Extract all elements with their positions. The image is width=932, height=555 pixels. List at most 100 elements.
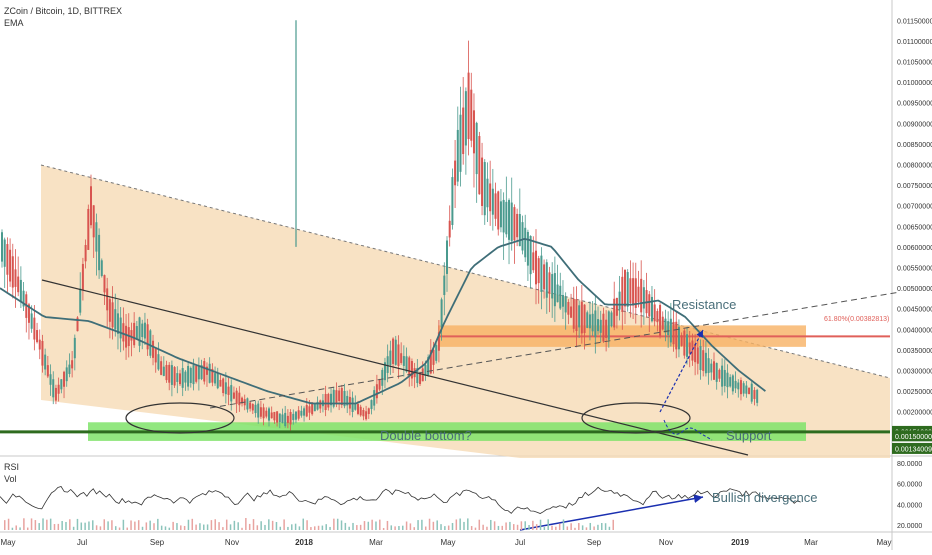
candle-body — [286, 415, 289, 424]
volume-bar — [252, 519, 255, 530]
candle-body — [718, 369, 721, 379]
candle-body — [370, 400, 373, 409]
volume-bar — [612, 519, 614, 530]
candle-body — [46, 365, 49, 377]
volume-bar — [180, 525, 182, 530]
rsi-tick-label: 60.0000 — [897, 482, 922, 489]
volume-bar — [382, 527, 385, 530]
candle-body — [599, 319, 602, 333]
volume-bar — [535, 524, 538, 530]
candle-body — [729, 377, 732, 387]
candle-body — [588, 314, 591, 329]
candle-body — [305, 405, 308, 417]
volume-bar — [222, 527, 224, 530]
candle-body — [516, 213, 519, 238]
x-tick-label: May — [0, 538, 15, 547]
candle-body — [656, 311, 659, 323]
fib-label: 61.80%(0.00382813) — [824, 316, 889, 323]
volume-bar — [118, 527, 121, 530]
y-tick-label: 0.00950000 — [897, 101, 932, 108]
candle-body — [246, 398, 249, 410]
candle-body — [254, 404, 257, 414]
candle-body — [241, 397, 244, 404]
candle-body — [707, 358, 710, 373]
candle-body — [669, 318, 672, 343]
candle-body — [192, 365, 195, 385]
candle-body — [273, 411, 276, 421]
candle-body — [499, 201, 502, 228]
candle-body — [739, 380, 742, 395]
volume-bar — [528, 524, 530, 530]
volume-bar — [371, 519, 373, 530]
volume-bar — [367, 521, 370, 530]
candle-body — [135, 326, 138, 340]
volume-bar — [49, 518, 52, 530]
candle-body — [397, 344, 400, 366]
candle-body — [184, 371, 187, 383]
candle-body — [748, 387, 751, 395]
price-tag-label: 0.00150000 — [895, 434, 932, 441]
candle-body — [456, 129, 459, 182]
x-tick-label: Nov — [225, 538, 239, 547]
candle-body — [750, 383, 753, 402]
candle-body — [14, 269, 17, 287]
candle-body — [505, 201, 508, 235]
candle-body — [602, 313, 605, 342]
candle-body — [624, 269, 626, 307]
volume-bar — [344, 522, 347, 530]
volume-bar — [593, 526, 595, 530]
volume-bar — [225, 519, 228, 530]
candle-body — [173, 367, 176, 386]
volume-bar — [509, 521, 511, 530]
volume-bar — [512, 524, 515, 530]
candle-body — [659, 304, 662, 336]
volume-bar — [336, 518, 339, 530]
candle-body — [583, 304, 586, 334]
candle-body — [9, 249, 12, 282]
y-tick-label: 0.00600000 — [897, 245, 932, 252]
candle-body — [559, 285, 562, 309]
candle-body — [521, 222, 524, 251]
volume-bar — [329, 526, 331, 530]
candle-body — [392, 338, 395, 364]
volume-bar — [206, 524, 209, 530]
candle-body — [710, 363, 713, 373]
alternative-path-arrow — [663, 419, 713, 441]
volume-bar — [294, 523, 297, 530]
volume-bar — [275, 522, 278, 530]
candle-body — [586, 312, 589, 328]
candle-body — [232, 392, 235, 399]
candle-body — [162, 366, 165, 376]
candle-body — [564, 296, 567, 313]
candle-body — [375, 384, 378, 399]
volume-bar — [520, 521, 523, 530]
volume-bar — [306, 520, 308, 530]
y-tick-label: 0.00250000 — [897, 389, 932, 396]
candle-body — [702, 350, 705, 371]
volume-bar — [4, 520, 6, 530]
volume-bar — [256, 525, 259, 530]
rsi-tick-label: 80.0000 — [897, 461, 922, 468]
volume-bar — [107, 521, 109, 530]
candle-body — [381, 369, 384, 386]
candle-body — [168, 364, 171, 383]
candle-body — [71, 360, 74, 369]
volume-bar — [172, 521, 174, 530]
volume-bar — [432, 521, 435, 530]
candle-body — [60, 379, 63, 390]
candle-body — [524, 227, 527, 258]
candle-body — [667, 321, 670, 336]
candle-body — [216, 373, 219, 389]
candle-body — [259, 407, 262, 417]
candle-body — [49, 374, 52, 385]
candle-body — [230, 385, 233, 402]
volume-bar — [11, 527, 14, 530]
candle-body — [211, 368, 214, 383]
volume-bar — [417, 520, 419, 530]
candle-body — [427, 357, 430, 375]
candle-body — [513, 207, 516, 241]
candle-body — [383, 362, 386, 381]
candle-body — [189, 367, 192, 383]
candle-body — [238, 392, 241, 406]
